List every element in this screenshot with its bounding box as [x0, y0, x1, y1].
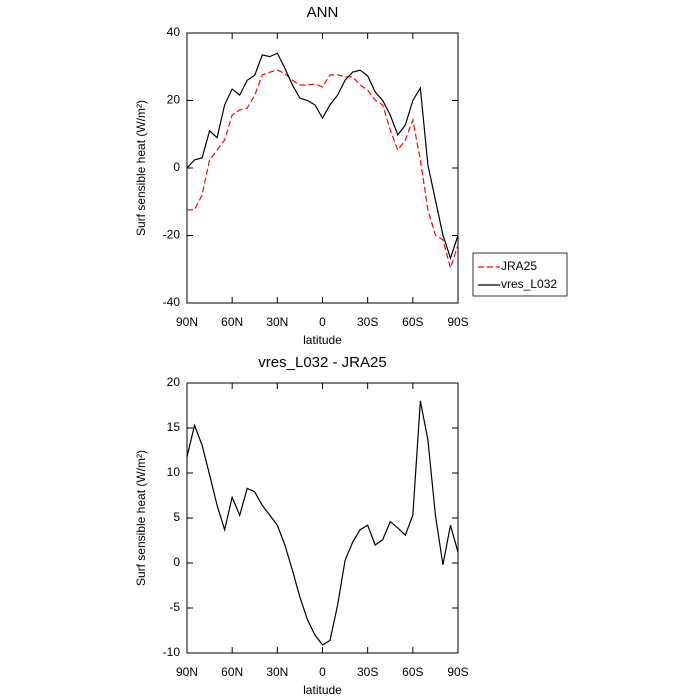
x-tick-label: 0 [319, 665, 326, 679]
x-tick-label: 60N [221, 315, 243, 329]
x-tick-label: 30S [357, 665, 378, 679]
x-tick-label: 90S [447, 315, 468, 329]
y-tick-label: 10 [167, 465, 181, 479]
y-tick-label: 15 [167, 420, 181, 434]
y-tick-label: 20 [167, 93, 181, 107]
x-axis-label: latitude [303, 333, 342, 347]
y-tick-label: 20 [167, 375, 181, 389]
legend-label: JRA25 [501, 259, 537, 273]
y-tick-label: 5 [173, 510, 180, 524]
x-tick-label: 60N [221, 665, 243, 679]
x-axis-label: latitude [303, 683, 342, 697]
data-line [186, 52, 459, 261]
x-tick-label: 60S [402, 315, 423, 329]
x-tick-label: 60S [402, 665, 423, 679]
x-tick-label: 90N [176, 665, 198, 679]
data-line [187, 69, 459, 270]
y-axis-label: Surf sensible heat (W/m²) [134, 450, 148, 586]
legend-box [472, 252, 568, 297]
plot-frame [186, 382, 459, 654]
legend-label: vres_L032 [501, 277, 557, 291]
y-tick-label: -20 [163, 228, 181, 242]
y-tick-label: -5 [169, 600, 180, 614]
chart-title: ANN [307, 4, 339, 21]
y-tick-label: -10 [163, 645, 181, 659]
x-tick-label: 90N [176, 315, 198, 329]
y-tick-label: 0 [173, 555, 180, 569]
data-line [186, 400, 459, 646]
y-tick-label: 0 [173, 160, 180, 174]
chart-title: vres_L032 - JRA25 [258, 354, 386, 371]
x-tick-label: 30N [266, 315, 288, 329]
y-axis-label: Surf sensible heat (W/m²) [134, 100, 148, 236]
y-tick-label: 40 [167, 25, 181, 39]
plot-frame [186, 32, 459, 304]
x-tick-label: 30S [357, 315, 378, 329]
x-tick-label: 90S [447, 665, 468, 679]
x-tick-label: 0 [319, 315, 326, 329]
x-tick-label: 30N [266, 665, 288, 679]
y-tick-label: -40 [163, 295, 181, 309]
